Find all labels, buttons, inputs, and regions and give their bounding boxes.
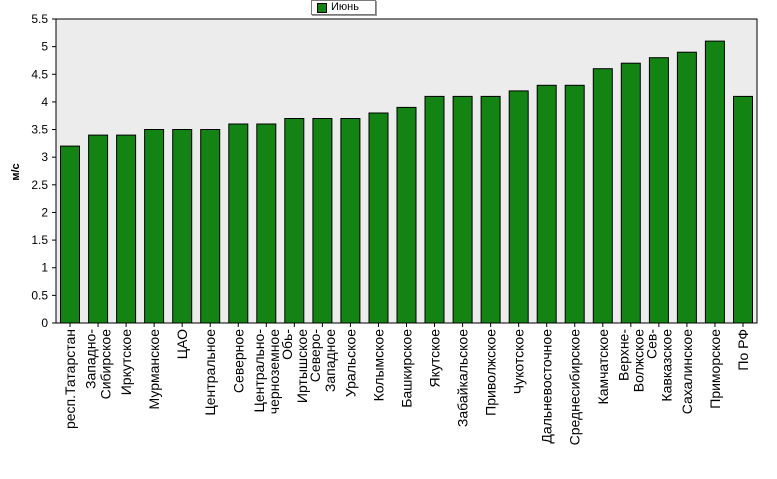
bar: [620, 62, 641, 324]
bar: [733, 95, 753, 324]
bar: [256, 123, 277, 324]
bar: [480, 95, 501, 324]
x-tick-label: Забайкальское: [455, 329, 471, 427]
x-tick-label: Мурманское: [146, 329, 162, 410]
x-tick-label: Приволжское: [483, 329, 499, 416]
y-tick-label: 3.5: [31, 123, 48, 137]
bar: [172, 129, 193, 324]
x-tick-label: Северное: [230, 329, 246, 393]
x-tick-label: Центральное: [202, 329, 218, 416]
x-tick-label: Камчатское: [595, 329, 611, 405]
y-tick-label: 2.5: [31, 178, 48, 192]
bar: [368, 112, 389, 324]
y-tick-label: 5.5: [31, 12, 48, 26]
x-tick-label: Верхне-Волжское: [615, 329, 646, 393]
bar: [424, 95, 445, 324]
x-tick-label: Обь-Иртышское: [279, 329, 310, 403]
bar: [144, 129, 165, 324]
x-axis-labels: респ.Татарстан Западно-Сибирское Иркутское…: [62, 323, 751, 445]
x-tick-label: Западно-Сибирское: [83, 329, 114, 400]
x-tick-label: Колымское: [371, 329, 387, 402]
bar: [564, 84, 585, 324]
x-tick-label: ЦАО: [174, 329, 190, 359]
bar: [396, 106, 417, 324]
bar: [340, 118, 361, 324]
x-tick-label: Центрально-черноземное: [251, 329, 282, 415]
x-tick-label: Дальневосточное: [539, 329, 555, 444]
legend-swatch: [317, 3, 327, 13]
x-tick-label: Северо-Западное: [307, 329, 338, 392]
x-tick-label: Приморское: [707, 329, 723, 409]
bar: [508, 90, 529, 324]
bar: [536, 84, 557, 324]
bar: [704, 40, 725, 324]
bar: [452, 95, 473, 324]
y-tick-label: 5: [41, 40, 48, 54]
x-tick-label: Сахалинское: [679, 329, 695, 414]
y-tick-label: 0: [41, 316, 48, 330]
bar: [676, 51, 697, 324]
y-tick-label: 2: [41, 205, 48, 219]
bar: [200, 129, 221, 324]
legend: Июнь: [311, 0, 376, 15]
x-tick-label: Башкирское: [399, 329, 415, 408]
bar: [88, 134, 109, 324]
x-tick-label: Чукотское: [511, 329, 527, 394]
bars: [60, 40, 753, 324]
y-tick-label: 1: [41, 261, 48, 275]
bar: [116, 134, 137, 324]
bar: [592, 68, 613, 324]
x-tick-label: Якутское: [427, 329, 443, 388]
x-tick-label: Иркутское: [118, 329, 134, 395]
y-tick-label: 1.5: [31, 233, 48, 247]
bar: [312, 118, 333, 324]
x-tick-label: респ.Татарстан: [62, 329, 78, 429]
y-tick-label: 3: [41, 150, 48, 164]
bar: [228, 123, 249, 324]
bar: [648, 57, 669, 324]
bar: [60, 145, 80, 324]
x-tick-label: Уральское: [342, 329, 358, 397]
y-axis: 0 0.5 1 1.5 2 2.5 3 3.5 4 4.5 5 5.5: [31, 12, 56, 330]
legend-label: Июнь: [331, 1, 359, 13]
x-tick-label: Среднесибирское: [567, 329, 583, 446]
y-tick-label: 4.5: [31, 67, 48, 81]
y-tick-label: 0.5: [31, 288, 48, 302]
x-tick-label: Сев-Кавказское: [643, 329, 674, 402]
y-axis-label: м/с: [10, 163, 22, 180]
bar: [284, 118, 305, 324]
x-tick-label: По РФ: [735, 329, 751, 371]
y-tick-label: 4: [41, 95, 48, 109]
